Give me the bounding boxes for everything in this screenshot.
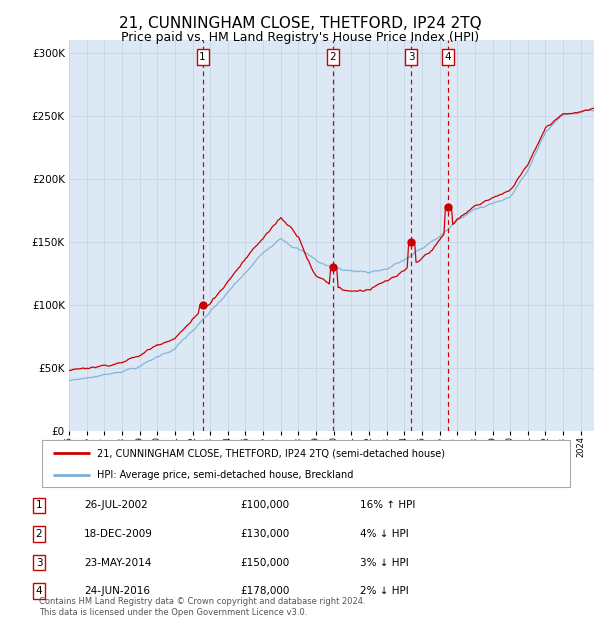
Text: Contains HM Land Registry data © Crown copyright and database right 2024.
This d: Contains HM Land Registry data © Crown c… (39, 598, 365, 617)
Text: £178,000: £178,000 (240, 586, 289, 596)
Text: 1: 1 (199, 52, 206, 62)
Text: HPI: Average price, semi-detached house, Breckland: HPI: Average price, semi-detached house,… (97, 470, 354, 480)
Text: 2: 2 (35, 529, 43, 539)
Text: £150,000: £150,000 (240, 557, 289, 567)
Text: £130,000: £130,000 (240, 529, 289, 539)
Text: £100,000: £100,000 (240, 500, 289, 510)
Text: 21, CUNNINGHAM CLOSE, THETFORD, IP24 2TQ (semi-detached house): 21, CUNNINGHAM CLOSE, THETFORD, IP24 2TQ… (97, 448, 445, 458)
Text: 1: 1 (35, 500, 43, 510)
Text: 26-JUL-2002: 26-JUL-2002 (84, 500, 148, 510)
Text: Price paid vs. HM Land Registry's House Price Index (HPI): Price paid vs. HM Land Registry's House … (121, 31, 479, 44)
Text: 2% ↓ HPI: 2% ↓ HPI (360, 586, 409, 596)
Text: 3: 3 (408, 52, 415, 62)
Text: 16% ↑ HPI: 16% ↑ HPI (360, 500, 415, 510)
Text: 2: 2 (329, 52, 337, 62)
Text: 4: 4 (35, 586, 43, 596)
Text: 18-DEC-2009: 18-DEC-2009 (84, 529, 153, 539)
Text: 3% ↓ HPI: 3% ↓ HPI (360, 557, 409, 567)
Text: 24-JUN-2016: 24-JUN-2016 (84, 586, 150, 596)
Text: 4: 4 (445, 52, 451, 62)
Text: 3: 3 (35, 557, 43, 567)
Text: 4% ↓ HPI: 4% ↓ HPI (360, 529, 409, 539)
Text: 23-MAY-2014: 23-MAY-2014 (84, 557, 151, 567)
Text: 21, CUNNINGHAM CLOSE, THETFORD, IP24 2TQ: 21, CUNNINGHAM CLOSE, THETFORD, IP24 2TQ (119, 16, 481, 30)
